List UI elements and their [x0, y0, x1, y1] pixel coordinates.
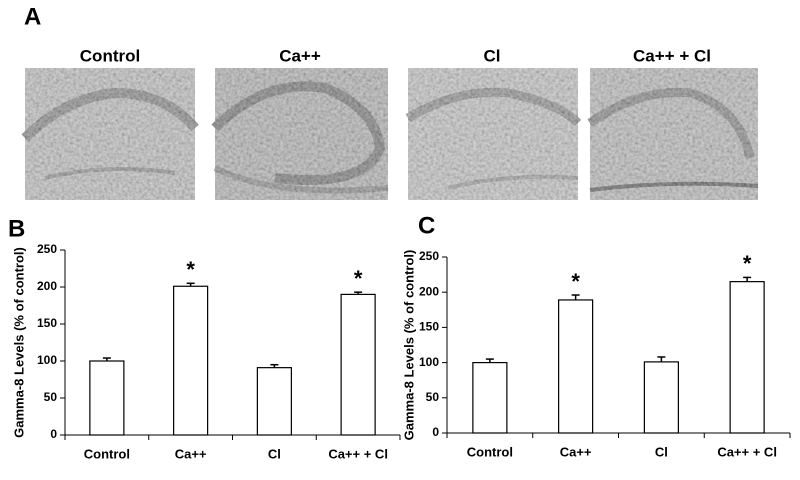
micrographs [21, 68, 759, 200]
bar [558, 299, 594, 434]
bar [643, 361, 679, 434]
x-tick-label: Ca++ + Cl [328, 446, 388, 461]
bar [89, 360, 125, 436]
panel-label: C [418, 212, 435, 239]
x-tick-label: Ca++ [560, 444, 592, 459]
image-title: Ca++ + Cl [633, 46, 711, 65]
bar [729, 281, 765, 434]
y-tick-label: 250 [419, 249, 439, 263]
micrograph [21, 68, 199, 200]
micrograph [405, 68, 582, 200]
x-tick-label: Cl [655, 444, 668, 459]
panel-label: A [24, 3, 41, 30]
y-tick-label: 50 [44, 390, 58, 404]
y-tick-label: 200 [37, 279, 57, 293]
y-tick-label: 0 [50, 427, 57, 441]
y-axis-label: Gamma-8 Levels (% of control) [11, 247, 26, 438]
x-tick-label: Control [467, 444, 513, 459]
bar [472, 362, 508, 434]
y-tick-label: 150 [37, 316, 57, 330]
micrograph [211, 68, 389, 200]
micrograph [587, 68, 759, 200]
y-tick-label: 150 [419, 320, 439, 334]
bar [340, 293, 376, 436]
image-title: Ca++ [279, 46, 321, 65]
x-tick-label: Ca++ + Cl [717, 444, 777, 459]
significance-marker: * [354, 266, 363, 291]
x-tick-label: Control [84, 446, 130, 461]
x-tick-label: Cl [268, 446, 281, 461]
y-tick-label: 100 [419, 355, 439, 369]
x-tick-label: Ca++ [175, 446, 207, 461]
significance-marker: * [186, 257, 195, 282]
y-tick-label: 0 [432, 425, 439, 439]
y-tick-label: 250 [37, 242, 57, 256]
bar [173, 285, 209, 436]
significance-marker: * [571, 269, 580, 294]
bar [256, 367, 292, 436]
y-tick-label: 100 [37, 353, 57, 367]
image-title: Control [80, 46, 140, 65]
y-tick-label: 50 [426, 390, 440, 404]
image-title: Cl [484, 46, 501, 65]
significance-marker: * [743, 251, 752, 276]
y-axis-label: Gamma-8 Levels (% of control) [401, 250, 416, 441]
panel-label: B [8, 215, 25, 242]
y-tick-label: 200 [419, 284, 439, 298]
